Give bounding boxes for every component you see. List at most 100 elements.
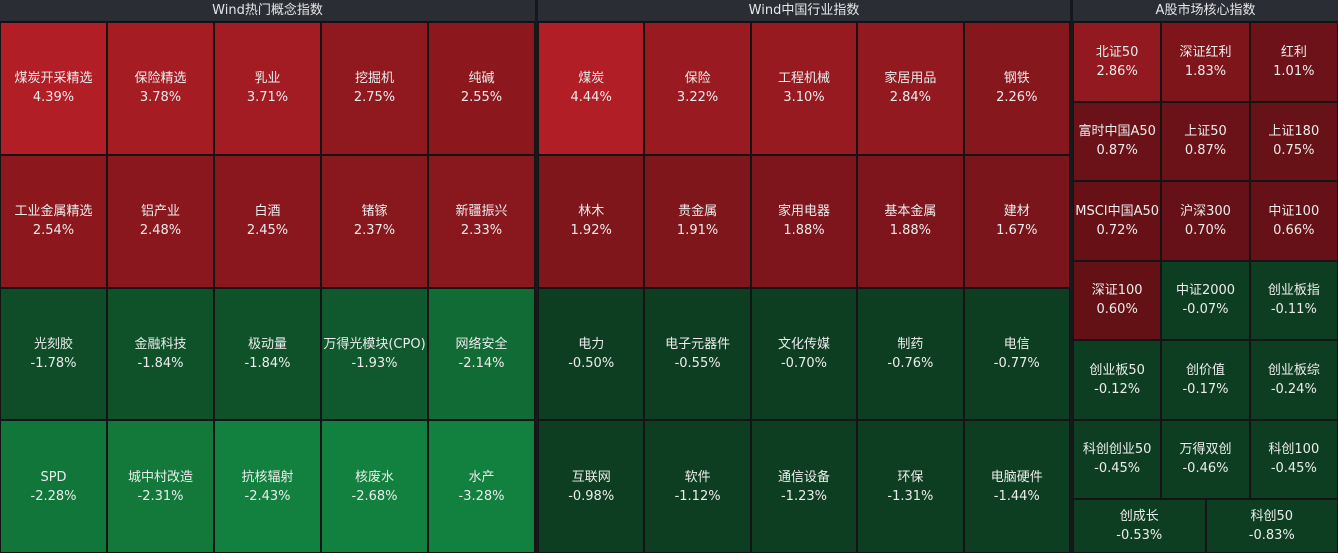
index-change: 1.01% xyxy=(1273,63,1315,79)
index-name: 金融科技 xyxy=(134,336,187,352)
index-name: 煤炭开采精选 xyxy=(14,71,93,87)
index-change: -1.93% xyxy=(351,355,398,371)
index-change: 2.37% xyxy=(353,223,396,239)
index-tile: 工程机械 3.10% xyxy=(750,22,858,155)
index-tile: 上证180 0.75% xyxy=(1249,101,1338,181)
index-name: 保险精选 xyxy=(134,71,187,87)
index-name: 通信设备 xyxy=(777,469,830,485)
index-name: 创业板指 xyxy=(1267,283,1320,299)
index-change: -0.70% xyxy=(780,355,827,371)
index-tile: 沪深300 0.70% xyxy=(1161,181,1250,261)
index-name: 白酒 xyxy=(254,204,281,220)
index-change: -1.23% xyxy=(780,488,827,504)
index-tile: 贵金属 1.91% xyxy=(644,154,751,288)
index-name: 工程机械 xyxy=(777,71,830,87)
index-name: 创业板50 xyxy=(1089,362,1145,378)
index-tile: 制药 -0.76% xyxy=(857,287,964,421)
index-name: 制药 xyxy=(897,336,924,352)
index-change: 0.60% xyxy=(1096,302,1138,318)
index-tile: 乳业 3.71% xyxy=(214,22,321,155)
index-change: -0.07% xyxy=(1182,302,1229,318)
index-change: -0.46% xyxy=(1182,461,1229,477)
index-change: 4.39% xyxy=(32,90,75,106)
index-change: -0.50% xyxy=(568,355,615,371)
index-tile: 网络安全 -2.14% xyxy=(428,287,535,421)
index-name: 深证红利 xyxy=(1179,44,1232,60)
index-change: -2.14% xyxy=(458,355,505,371)
index-name: 贵金属 xyxy=(678,204,718,220)
index-change: 0.87% xyxy=(1184,143,1227,159)
index-tile: 电子元器件 -0.55% xyxy=(644,287,751,421)
index-name: 家居用品 xyxy=(884,71,937,87)
index-change: 1.91% xyxy=(676,223,719,239)
index-tile: 保险 3.22% xyxy=(644,22,751,155)
index-name: 水产 xyxy=(468,469,495,485)
index-change: 4.44% xyxy=(570,90,612,106)
panel-title: Wind热门概念指数 xyxy=(0,0,535,22)
index-name: 抗核辐射 xyxy=(241,469,294,485)
index-tile: 科创创业50 -0.45% xyxy=(1073,419,1162,499)
index-tile: 建材 1.67% xyxy=(963,154,1070,288)
index-tile: 铝产业 2.48% xyxy=(107,154,214,288)
index-tile: 科创100 -0.45% xyxy=(1249,419,1338,499)
index-tile: 林木 1.92% xyxy=(538,154,645,288)
index-name: 互联网 xyxy=(571,469,611,485)
index-tile: 新疆振兴 2.33% xyxy=(428,154,535,288)
index-change: -1.44% xyxy=(993,488,1040,504)
index-change: 0.87% xyxy=(1096,143,1138,159)
index-change: -0.45% xyxy=(1094,461,1141,477)
index-name: 电子元器件 xyxy=(665,336,731,352)
index-tile: 白酒 2.45% xyxy=(214,154,321,288)
index-name: 电信 xyxy=(1003,336,1030,352)
index-change: 0.66% xyxy=(1273,222,1315,238)
index-change: -0.12% xyxy=(1094,381,1141,397)
index-tile: 万得光模块(CPO) -1.93% xyxy=(321,287,428,421)
index-name: 钢铁 xyxy=(1003,71,1030,87)
index-tile: 红利 1.01% xyxy=(1249,22,1338,102)
index-change: 1.88% xyxy=(783,223,825,239)
index-change: 2.26% xyxy=(996,90,1038,106)
index-tile: 软件 -1.12% xyxy=(644,420,751,553)
index-name: 基本金属 xyxy=(884,204,937,220)
index-name: 乳业 xyxy=(254,71,281,87)
index-change: -0.98% xyxy=(568,488,615,504)
index-name: SPD xyxy=(40,469,67,485)
index-change: -1.84% xyxy=(244,355,291,371)
index-change: 1.67% xyxy=(996,223,1038,239)
index-tile: 光刻胶 -1.78% xyxy=(0,287,107,421)
index-change: -0.11% xyxy=(1270,302,1317,318)
index-tile: 互联网 -0.98% xyxy=(538,420,645,553)
index-name: 新疆振兴 xyxy=(455,204,508,220)
index-change: 2.33% xyxy=(460,223,503,239)
index-tile: 科创50 -0.83% xyxy=(1205,499,1338,553)
index-change: -1.31% xyxy=(887,488,934,504)
index-name: 上证50 xyxy=(1184,124,1227,140)
index-change: 2.48% xyxy=(139,223,182,239)
index-tile: 水产 -3.28% xyxy=(428,420,535,553)
index-change: 2.86% xyxy=(1096,63,1138,79)
index-tile: 创价值 -0.17% xyxy=(1161,340,1250,420)
index-tile: 通信设备 -1.23% xyxy=(750,420,858,553)
index-name: 文化传媒 xyxy=(777,336,830,352)
index-change: -0.17% xyxy=(1182,381,1229,397)
index-name: 电力 xyxy=(578,336,605,352)
index-tile: 煤炭开采精选 4.39% xyxy=(0,22,107,155)
index-change: 3.22% xyxy=(676,90,719,106)
index-change: -2.31% xyxy=(137,488,184,504)
index-name: 电脑硬件 xyxy=(990,469,1043,485)
index-change: -2.43% xyxy=(244,488,291,504)
index-tile: 金融科技 -1.84% xyxy=(107,287,214,421)
panel: Wind热门概念指数 煤炭开采精选 4.39% 保险精选 3.78% 乳业 3.71% 挖掘机… xyxy=(0,0,535,553)
index-tile: 环保 -1.31% xyxy=(857,420,964,553)
index-tile: 中证2000 -0.07% xyxy=(1161,260,1250,340)
index-name: 深证100 xyxy=(1091,283,1143,299)
index-tile: 工业金属精选 2.54% xyxy=(0,154,107,288)
index-name: 挖掘机 xyxy=(354,71,394,87)
index-change: 2.54% xyxy=(32,223,75,239)
index-change: 1.88% xyxy=(889,223,932,239)
index-change: -3.28% xyxy=(458,488,505,504)
index-tile: 中证100 0.66% xyxy=(1249,181,1338,261)
index-tile: 万得双创 -0.46% xyxy=(1161,419,1250,499)
index-name: 家用电器 xyxy=(777,204,830,220)
